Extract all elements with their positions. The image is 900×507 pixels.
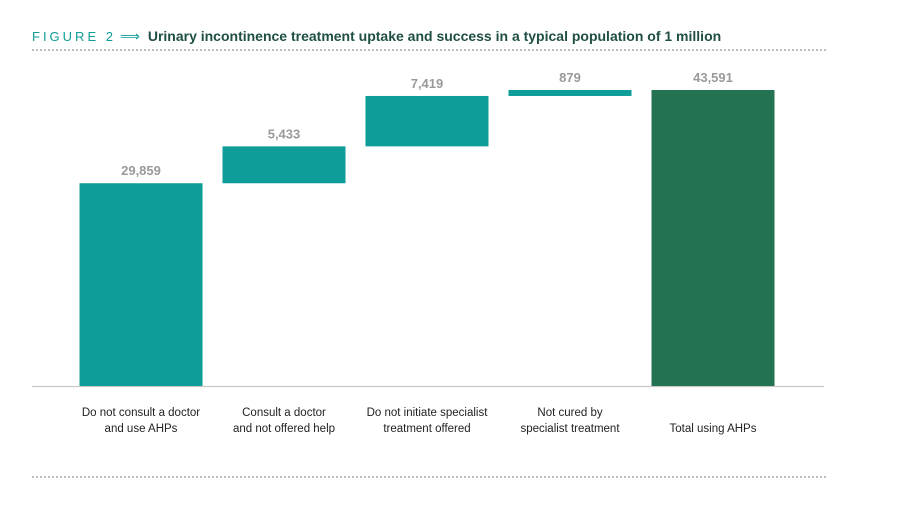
bar-value-label-3: 7,419 (411, 76, 444, 91)
bar-value-label-5: 43,591 (693, 70, 733, 85)
bar-value-label-1: 29,859 (121, 163, 161, 178)
category-label-3: Do not initiate specialist treatment offe… (367, 407, 489, 435)
category-label-line: specialist treatment (520, 423, 620, 435)
category-label-line: and use AHPs (105, 423, 178, 435)
category-label-2: Consult a doctor and not offered help (233, 407, 335, 435)
figure-label: FIGURE 2 (32, 29, 116, 44)
bar-1 (79, 183, 203, 386)
figure-title: Urinary incontinence treatment uptake an… (147, 28, 722, 44)
category-label-line: treatment offered (383, 423, 470, 435)
bar-value-label-2: 5,433 (268, 126, 301, 141)
category-label-4: Not cured by specialist treatment (520, 407, 620, 435)
category-label-line: Consult a doctor (242, 407, 326, 419)
category-label-line: Total using AHPs (670, 423, 757, 435)
category-label-1: Do not consult a doctor and use AHPs (82, 407, 200, 435)
category-label-line: Do not consult a doctor (82, 407, 200, 419)
bar-3 (365, 95, 489, 147)
figure-header: FIGURE 2 ⟹ Urinary incontinence treatmen… (32, 26, 832, 47)
bottom-divider (32, 476, 826, 478)
category-label-line: Not cured by (537, 407, 602, 419)
double-arrow-icon: ⟹ (119, 28, 140, 44)
bar-5 (651, 90, 775, 386)
bar-4 (508, 90, 632, 96)
category-label-5: Total using AHPs (670, 423, 757, 435)
category-label-line: and not offered help (233, 423, 335, 435)
bar-value-label-4: 879 (559, 70, 581, 85)
category-label-line: Do not initiate specialist (367, 407, 489, 419)
top-divider (32, 49, 826, 51)
bar-2 (222, 146, 346, 184)
